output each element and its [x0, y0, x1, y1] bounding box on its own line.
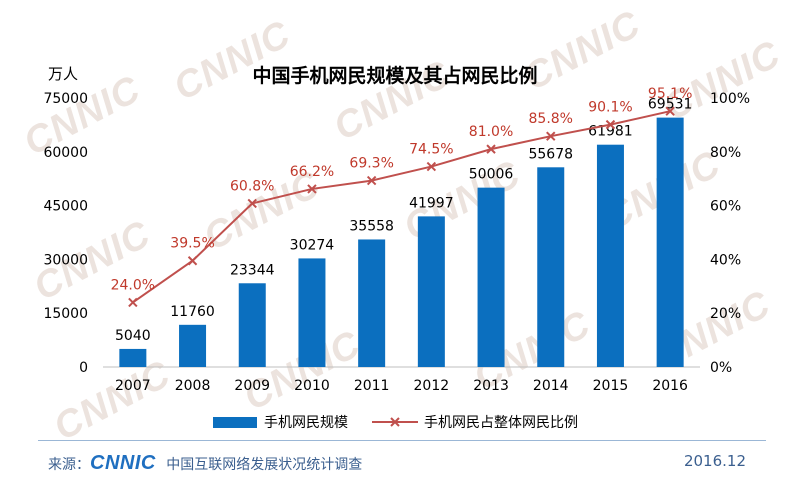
bar	[656, 117, 684, 367]
marker-stroke	[187, 256, 198, 266]
chart-title: 中国手机网民规模及其占网民比例	[252, 64, 537, 87]
line-value-label: 60.8%	[230, 178, 274, 194]
bar-value-label: 69531	[648, 97, 693, 113]
x-tick-label: 2007	[115, 378, 151, 394]
marker-stroke	[426, 161, 437, 172]
y-left-tick-label: 45000	[43, 199, 88, 215]
footer-divider	[38, 440, 766, 441]
bar-value-label: 5040	[115, 328, 151, 344]
x-tick-label: 2009	[234, 378, 270, 394]
y-right-tick-label: 60%	[710, 199, 741, 215]
marker-stroke	[605, 119, 616, 130]
marker-stroke	[665, 106, 675, 116]
x-tick-label: 2008	[175, 378, 211, 394]
bar	[238, 283, 266, 367]
x-tick-label: 2014	[533, 378, 569, 394]
marker-stroke	[307, 184, 317, 194]
footer-date: 2016.12	[683, 452, 746, 470]
y-left-tick-label: 30000	[43, 252, 88, 268]
marker-stroke	[247, 198, 257, 209]
bar-value-label: 50006	[469, 167, 514, 183]
bar	[417, 216, 445, 367]
marker-stroke	[546, 131, 556, 141]
legend-bar-label: 手机网民规模	[264, 415, 348, 431]
bar-value-label: 55678	[528, 146, 573, 162]
bar-value-label: 61981	[588, 124, 633, 140]
source-label: 来源：	[48, 457, 90, 473]
legend-line-marker	[390, 417, 400, 427]
line-value-label: 95.1%	[648, 86, 692, 102]
line-marker	[128, 297, 138, 308]
marker-stroke	[486, 144, 496, 154]
series-line	[132, 110, 671, 304]
y-right-tick-label: 0%	[710, 360, 732, 376]
y-left-tick-label: 0	[79, 360, 88, 376]
y-right-tick-label: 80%	[710, 145, 741, 161]
bar-value-label: 30274	[290, 237, 335, 253]
bar	[298, 258, 326, 367]
chart-legend: 手机网民规模 手机网民占整体网民比例	[213, 415, 578, 431]
bar-value-label: 35558	[349, 218, 394, 234]
line-value-label: 85.8%	[529, 111, 573, 127]
line-marker	[486, 144, 496, 154]
line-value-label: 90.1%	[588, 100, 632, 116]
line-marker	[187, 256, 198, 266]
line-marker	[665, 106, 675, 116]
y-axis-left-label: 万人	[48, 65, 78, 83]
line-value-label: 39.5%	[170, 236, 214, 252]
x-tick-label: 2016	[652, 378, 688, 394]
x-tick-label: 2011	[354, 378, 390, 394]
y-left-tick-label: 15000	[43, 306, 88, 322]
x-tick-label: 2013	[473, 378, 509, 394]
bar	[477, 187, 505, 367]
x-tick-label: 2015	[593, 378, 629, 394]
line-marker	[426, 161, 437, 172]
bar-value-label: 11760	[170, 304, 215, 320]
line-value-label: 74.5%	[409, 142, 453, 158]
y-left-tick-label: 60000	[43, 145, 88, 161]
bar-value-label: 23344	[230, 262, 275, 278]
line-marker	[605, 119, 616, 130]
x-tick-label: 2010	[294, 378, 330, 394]
legend-line-label: 手机网民占整体网民比例	[424, 415, 578, 431]
y-right-tick-label: 100%	[710, 91, 750, 107]
x-tick-label: 2012	[414, 378, 450, 394]
bar	[179, 324, 207, 367]
marker-stroke	[128, 297, 138, 308]
source-org: 中国互联网络发展状况统计调查	[166, 457, 363, 473]
bar	[537, 167, 565, 367]
line-marker	[546, 131, 556, 141]
line-value-label: 69.3%	[349, 156, 393, 172]
y-left-tick-label: 75000	[43, 91, 88, 107]
line-value-label: 81.0%	[469, 124, 513, 140]
y-right-tick-label: 40%	[710, 252, 741, 268]
line-marker	[247, 198, 257, 209]
line-value-label: 24.0%	[111, 277, 155, 293]
bar	[119, 348, 147, 367]
marker-stroke	[366, 175, 377, 186]
line-marker	[307, 184, 317, 194]
bar	[596, 144, 624, 367]
bar-value-label: 41997	[409, 195, 454, 211]
chart: 中国手机网民规模及其占网民比例 万人 0 15000 30000 45000 60000…	[43, 64, 750, 431]
legend-bar-swatch	[213, 417, 257, 428]
line-value-label: 66.2%	[290, 164, 334, 180]
line-marker	[366, 175, 377, 186]
y-right-tick-label: 20%	[710, 306, 741, 322]
bar	[358, 239, 386, 367]
footer-source: 来源：CNNIC 中国互联网络发展状况统计调查	[48, 452, 362, 475]
cnnic-logo: CNNIC	[90, 452, 156, 474]
